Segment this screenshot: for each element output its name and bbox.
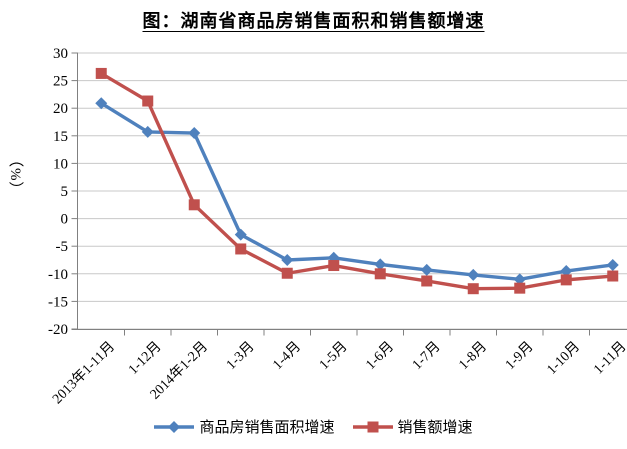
data-point-square xyxy=(142,95,154,107)
x-category-label: 1-10月 xyxy=(544,339,583,378)
legend-square-marker-icon xyxy=(352,420,393,434)
legend: 商品房销售面积增速 销售额增速 xyxy=(0,416,627,437)
data-point-square xyxy=(328,260,340,272)
data-point-square xyxy=(374,268,386,280)
chart-title: 图：湖南省商品房销售面积和销售额增速 xyxy=(142,11,485,31)
data-point-diamond xyxy=(560,265,573,278)
data-point-square xyxy=(188,199,200,211)
data-point-diamond xyxy=(606,258,619,271)
y-tick-label: 20 xyxy=(53,101,68,117)
x-category-label: 1-11月 xyxy=(591,339,627,378)
y-tick-label: 30 xyxy=(53,46,68,62)
y-tick-label: 10 xyxy=(53,156,68,172)
data-point-diamond xyxy=(420,263,433,276)
data-point-square xyxy=(281,267,293,279)
x-category-label: 1-9月 xyxy=(502,339,536,373)
legend-label-0: 商品房销售面积增速 xyxy=(199,420,335,436)
series-line-0 xyxy=(100,101,613,282)
y-tick-label: -15 xyxy=(48,294,68,310)
y-tick-label: -10 xyxy=(48,267,68,283)
data-point-square xyxy=(607,270,619,282)
data-point-square xyxy=(95,67,107,79)
y-tick-label: 5 xyxy=(61,184,69,200)
data-point-diamond xyxy=(141,125,154,138)
x-category-label: 1-5月 xyxy=(316,339,350,373)
x-category-label: 1-7月 xyxy=(409,339,443,373)
data-point-diamond xyxy=(188,127,201,140)
x-category-label: 1-3月 xyxy=(223,339,257,373)
data-point-square xyxy=(467,283,479,295)
x-category-label: 1-12月 xyxy=(125,339,164,378)
y-tick-label: 0 xyxy=(61,212,69,228)
data-point-diamond xyxy=(374,258,387,271)
y-tick-label: 25 xyxy=(53,74,68,90)
data-point-square xyxy=(421,275,433,287)
legend-label-1: 销售额增速 xyxy=(397,420,473,436)
legend-item-1: 销售额增速 xyxy=(352,416,473,437)
data-point-diamond xyxy=(513,273,526,286)
data-point-diamond xyxy=(467,268,480,281)
data-point-square xyxy=(235,243,247,255)
data-point-diamond xyxy=(234,228,247,241)
y-axis-label: （%） xyxy=(7,152,23,198)
x-category-label: 2013年1-11月 xyxy=(49,339,118,408)
data-point-diamond xyxy=(95,97,108,110)
y-tick-label: -5 xyxy=(56,239,69,255)
y-tick-label: 15 xyxy=(53,129,68,145)
x-category-label: 1-4月 xyxy=(270,339,304,373)
data-point-diamond xyxy=(281,254,294,266)
x-category-label: 1-8月 xyxy=(456,339,490,373)
x-category-label: 1-6月 xyxy=(363,339,397,373)
legend-item-0: 商品房销售面积增速 xyxy=(154,416,335,437)
data-point-square xyxy=(560,274,572,286)
series-line-1 xyxy=(100,71,613,291)
legend-diamond-marker-icon xyxy=(154,420,195,434)
y-tick-label: -20 xyxy=(48,322,68,338)
data-point-square xyxy=(514,282,526,294)
